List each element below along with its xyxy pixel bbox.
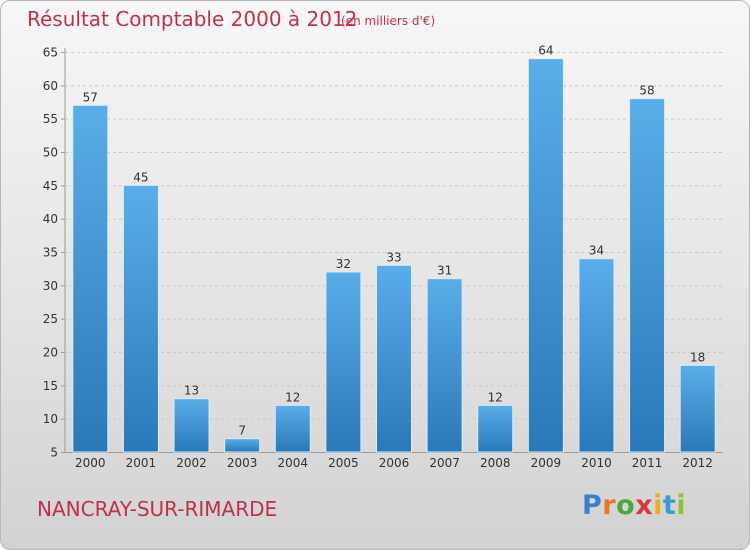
y-tick-label: 5: [50, 446, 58, 460]
bar-value-label: 32: [336, 257, 351, 271]
x-tick-label: 2006: [379, 456, 410, 470]
bar-value-label: 34: [589, 244, 604, 258]
x-tick-label: 2010: [581, 456, 612, 470]
bar-value-label: 64: [538, 44, 553, 58]
bar-2004: [274, 404, 311, 453]
bar-value-label: 7: [238, 424, 246, 438]
proxiti-logo: Proxiti: [582, 490, 686, 521]
bar-2000: [72, 104, 109, 453]
bar-2005: [325, 271, 362, 453]
bar-value-label: 58: [639, 84, 654, 98]
logo-letter: t: [662, 490, 677, 521]
bar-2006: [376, 264, 412, 453]
y-tick-label: 25: [43, 312, 58, 326]
x-tick-label: 2008: [480, 456, 511, 470]
y-tick-label: 20: [43, 346, 58, 360]
logo-letter: o: [616, 490, 636, 521]
x-tick-label: 2005: [328, 456, 359, 470]
x-tick-label: 2001: [126, 456, 157, 470]
y-tick-label: 65: [43, 46, 58, 60]
bar-value-label: 45: [133, 170, 148, 184]
bar-value-label: 12: [285, 390, 300, 404]
y-tick-label: 30: [43, 279, 58, 293]
logo-letter: P: [582, 490, 603, 521]
y-tick-label: 15: [43, 379, 58, 393]
chart-title: Résultat Comptable 2000 à 2012: [27, 7, 358, 31]
bar-2009: [527, 58, 564, 453]
x-tick-label: 2007: [429, 456, 460, 470]
bar-2001: [122, 184, 159, 453]
bar-2010: [578, 258, 615, 453]
bar-value-label: 57: [83, 90, 98, 104]
bar-2008: [477, 404, 514, 453]
logo-letter: i: [653, 490, 663, 521]
bar-value-label: 18: [690, 350, 705, 364]
y-tick-label: 45: [43, 179, 58, 193]
bar-2003: [224, 438, 261, 453]
x-tick-label: 2003: [227, 456, 258, 470]
bar-value-label: 12: [488, 390, 503, 404]
y-tick-label: 10: [43, 412, 58, 426]
bar-2012: [679, 364, 716, 453]
y-tick-label: 60: [43, 79, 58, 93]
x-tick-label: 2002: [176, 456, 207, 470]
bar-2002: [173, 398, 210, 453]
bar-value-label: 13: [184, 384, 199, 398]
bar-2011: [629, 98, 666, 453]
x-tick-label: 2004: [277, 456, 308, 470]
bar-value-label: 31: [437, 264, 452, 278]
y-tick-label: 40: [43, 212, 58, 226]
logo-letter: i: [676, 490, 687, 521]
x-tick-label: 2012: [682, 456, 713, 470]
y-tick-label: 35: [43, 246, 58, 260]
x-tick-label: 2000: [75, 456, 106, 470]
x-tick-label: 2009: [531, 456, 562, 470]
chart-subtitle: (en milliers d'€): [341, 14, 436, 28]
y-tick-label: 55: [43, 112, 58, 126]
y-tick-label: 50: [43, 146, 58, 160]
logo-letter: r: [602, 490, 617, 521]
x-tick-label: 2011: [632, 456, 663, 470]
bar-value-label: 33: [386, 250, 401, 264]
logo-letter: x: [635, 490, 654, 521]
bar-2007: [426, 278, 463, 453]
commune-name: NANCRAY-SUR-RIMARDE: [37, 497, 278, 521]
